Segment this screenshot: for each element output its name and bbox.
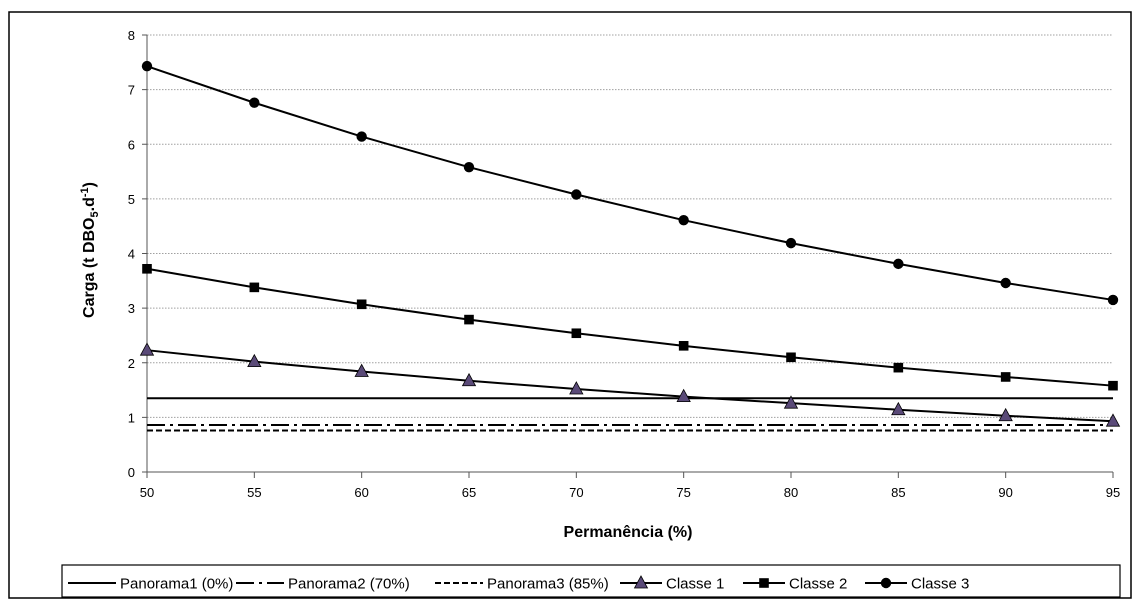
marker-triangle [676, 388, 691, 403]
x-tick-label: 75 [676, 485, 690, 500]
y-tick-label: 1 [128, 410, 135, 425]
marker-circle [678, 214, 689, 226]
x-tick-label: 60 [354, 485, 368, 500]
marker-triangle [247, 353, 262, 368]
legend-label: Panorama2 (70%) [288, 576, 410, 593]
marker-triangle [461, 372, 477, 387]
marker-circle [463, 161, 475, 173]
marker-square [1108, 380, 1118, 391]
marker-square [678, 341, 689, 351]
legend-label: Panorama1 (0%) [120, 576, 233, 593]
marker-triangle [998, 407, 1013, 422]
marker-square [249, 282, 260, 293]
x-tick-label: 95 [1106, 485, 1120, 500]
marker-circle [571, 189, 582, 200]
marker-circle [893, 258, 904, 270]
marker-circle [1000, 277, 1011, 289]
y-tick-label: 7 [128, 83, 135, 98]
y-tick-label: 3 [128, 301, 135, 316]
legend-label: Classe 2 [789, 576, 847, 593]
marker-square [356, 299, 367, 310]
legend-label: Panorama3 (85%) [487, 576, 609, 593]
y-tick-label: 8 [128, 28, 135, 43]
chart-frame [8, 11, 1132, 599]
x-tick-label: 80 [784, 485, 798, 500]
y-tick-label: 0 [128, 465, 135, 480]
series-line [146, 349, 1114, 423]
legend-box [61, 564, 1121, 598]
marker-triangle [891, 401, 906, 416]
marker-square [142, 263, 152, 274]
legend-label: Classe 1 [666, 576, 724, 593]
marker-square [786, 352, 796, 363]
marker-triangle [354, 363, 369, 377]
y-tick-label: 4 [128, 247, 135, 262]
x-tick-label: 50 [140, 485, 154, 500]
series-line [146, 267, 1114, 387]
x-tick-label: 70 [569, 485, 583, 500]
marker-triangle [1105, 413, 1121, 427]
marker-square [893, 362, 904, 373]
marker-square [1000, 372, 1011, 382]
marker-triangle [569, 381, 584, 395]
x-tick-label: 65 [462, 485, 476, 500]
marker-square [759, 578, 769, 588]
series-line [146, 65, 1114, 301]
marker-square [571, 328, 582, 339]
gridlines [147, 34, 1113, 418]
y-tick-label: 5 [128, 192, 135, 207]
marker-circle [356, 131, 367, 142]
x-tick-label: 55 [247, 485, 261, 500]
marker-triangle [139, 342, 155, 356]
y-axis-title: Carga (t DBO5.d-1) [79, 182, 101, 318]
marker-circle [249, 97, 260, 108]
marker-circle [785, 237, 797, 249]
y-tick-label: 2 [128, 356, 135, 371]
legend-label: Classe 3 [911, 576, 969, 593]
x-tick-label: 90 [998, 485, 1012, 500]
legend: Panorama1 (0%) Panorama2 (70%) Panorama3 (… [61, 564, 1121, 598]
x-axis-title: Permanência (%) [564, 524, 693, 541]
marker-triangle [783, 395, 799, 409]
series-layer [139, 60, 1121, 432]
marker-circle [141, 60, 153, 72]
marker-square [464, 314, 474, 325]
marker-circle [1107, 294, 1119, 306]
marker-triangle [633, 575, 649, 589]
x-tick-label: 85 [891, 485, 905, 500]
marker-circle [880, 577, 892, 589]
y-tick-label: 6 [128, 137, 135, 152]
